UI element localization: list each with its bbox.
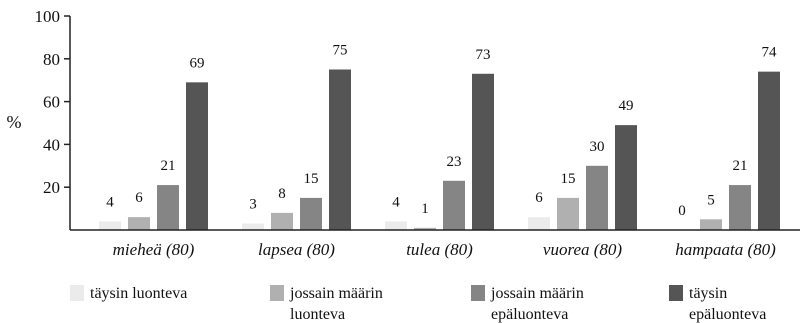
bar: [528, 217, 550, 230]
legend-label: epäluonteva: [491, 306, 568, 323]
bar: [472, 73, 494, 230]
y-tick-label: 20: [43, 178, 60, 197]
bar: [615, 125, 637, 230]
y-tick-label: 60: [43, 93, 60, 112]
bar-value-label: 49: [619, 98, 634, 114]
bar-value-label: 75: [333, 43, 348, 59]
bar-value-label: 15: [304, 171, 319, 187]
legend-label: täysin: [689, 285, 727, 302]
bar: [271, 212, 293, 230]
bar-value-label: 69: [190, 55, 205, 71]
bar-value-label: 4: [392, 194, 400, 210]
bar-value-label: 1: [421, 201, 429, 217]
legend-label: luonteva: [290, 306, 345, 323]
bar-value-label: 21: [161, 158, 176, 174]
bar-value-label: 15: [561, 171, 576, 187]
legend: täysin luonteva jossain määrin luonteva jos…: [70, 285, 766, 323]
category-label: lapsea (80): [258, 240, 335, 259]
bar: [586, 165, 608, 230]
bar: [157, 185, 179, 230]
y-tick-label: 100: [35, 7, 61, 26]
bar: [414, 227, 436, 230]
category-label: tulea (80): [406, 240, 473, 259]
bar-value-label: 6: [535, 190, 543, 206]
category-labels-group: mieheä (80) lapsea (80) tulea (80) vuorea (…: [113, 240, 776, 259]
legend-label: täysin luonteva: [90, 285, 187, 302]
bar-value-label: 3: [249, 197, 257, 213]
legend-swatch: [70, 285, 84, 301]
category-label: mieheä (80): [113, 240, 195, 259]
bar: [128, 217, 150, 230]
bar: [385, 221, 407, 230]
bar-value-label: 4: [106, 194, 114, 210]
bar: [242, 223, 264, 230]
bar-value-label: 8: [278, 186, 286, 202]
bar-value-label: 21: [733, 158, 748, 174]
bar-value-label: 6: [135, 190, 143, 206]
bar-value-label: 23: [447, 154, 462, 170]
bar: [700, 219, 722, 230]
bar-value-label: 30: [590, 139, 605, 155]
y-tick-label: 80: [43, 50, 60, 69]
y-axis-ticks: 20 40 60 80 100: [35, 7, 70, 197]
bar-value-label: 73: [476, 47, 491, 63]
y-tick-label: 40: [43, 135, 60, 154]
bars-group: [99, 69, 780, 230]
bar: [99, 221, 121, 230]
bar: [443, 180, 465, 230]
bar-value-label: 0: [678, 203, 686, 219]
y-axis-label: %: [7, 112, 22, 132]
bar-value-label: 5: [707, 192, 715, 208]
legend-swatch: [270, 285, 284, 301]
bar: [557, 197, 579, 230]
legend-label: epäluonteva: [689, 306, 766, 323]
bar: [758, 71, 780, 230]
bar-value-label: 74: [762, 45, 778, 61]
legend-label: jossain määrin: [289, 285, 383, 302]
bar: [186, 82, 208, 230]
legend-swatch: [669, 285, 683, 301]
bar: [729, 185, 751, 230]
legend-swatch: [471, 285, 485, 301]
category-label: hampaata (80): [675, 240, 776, 259]
bar: [300, 197, 322, 230]
value-labels-group: 4 6 21 69 3 8 15 75 4 1 23 73 6 15 30 49 0 5 21 74: [106, 43, 777, 220]
bar: [329, 69, 351, 230]
legend-label: jossain määrin: [490, 285, 584, 302]
category-label: vuorea (80): [543, 240, 622, 259]
